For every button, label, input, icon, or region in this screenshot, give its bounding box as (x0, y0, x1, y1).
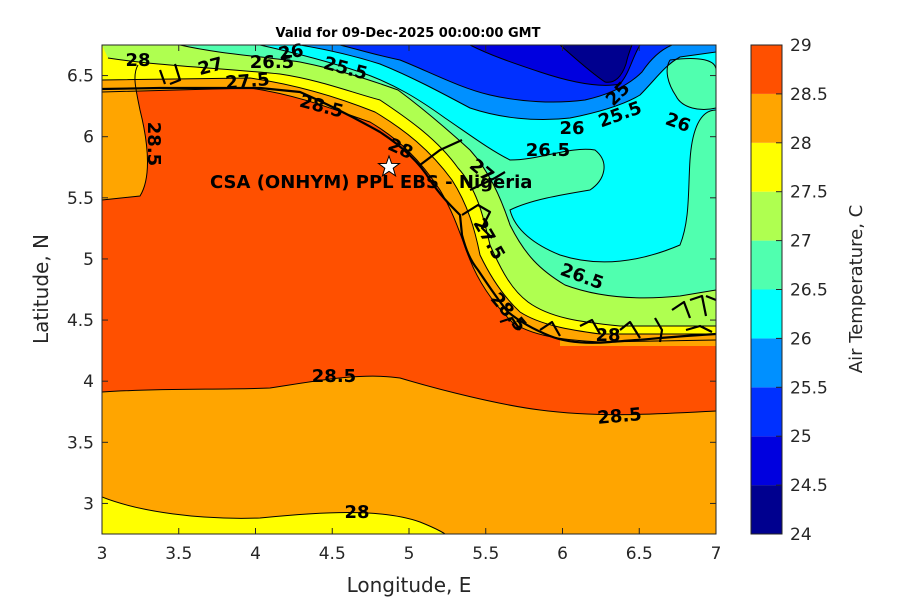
contour-label-26-5: 26.5 (250, 52, 294, 73)
contour-line (102, 77, 716, 335)
band-27-5-south (102, 497, 445, 534)
colorbar-tick-label: 24 (790, 525, 812, 545)
band-24-land (560, 45, 632, 83)
x-tick-label: 6 (557, 544, 568, 564)
contour-label-28-5: 28.5 (596, 404, 642, 429)
colorbar-swatch (751, 387, 782, 437)
site-star-icon[interactable] (377, 154, 401, 178)
x-tick-label: 4.5 (319, 544, 346, 564)
colorbar-swatch (751, 338, 782, 388)
colorbar-tick-label: 29 (790, 36, 812, 56)
colorbar-tick-label: 27.5 (790, 183, 828, 203)
y-axis-label: Latitude, N (29, 234, 53, 344)
y-tick-label: 3 (83, 494, 94, 514)
colorbar-tick-label: 25 (790, 427, 812, 447)
x-tick-label: 3 (97, 544, 108, 564)
colorbar-tick-label: 26.5 (790, 281, 828, 301)
y-axis: 6.5 6 5.5 5 4.5 4 3.5 3 (67, 67, 716, 514)
contour-line (107, 57, 716, 327)
colorbar-swatch (751, 289, 782, 339)
x-axis-label: Longitude, E (347, 573, 472, 597)
contour-label-27-5: 27.5 (224, 69, 270, 94)
contour-line (102, 64, 148, 201)
colorbar-tick-label: 28.5 (790, 85, 828, 105)
y-tick-label: 4.5 (67, 311, 94, 331)
contour-label-26: 26 (559, 118, 584, 139)
x-tick-label: 3.5 (165, 544, 192, 564)
colorbar-swatch (751, 93, 782, 143)
contour-label-28: 28 (344, 502, 369, 523)
contour-line (259, 45, 716, 263)
colorbar (751, 45, 782, 534)
x-axis: 3 3.5 4 4.5 5 5.5 6 6.5 7 (97, 45, 722, 564)
contour-line (179, 45, 716, 299)
x-tick-label: 5 (404, 544, 415, 564)
chart-title: Valid for 09-Dec-2025 00:00:00 GMT (276, 26, 541, 41)
coastline (102, 86, 716, 344)
creeks (158, 63, 716, 343)
contour-label-26-5: 26.5 (526, 140, 570, 161)
contour-line (102, 496, 446, 534)
y-tick-label: 3.5 (67, 433, 94, 453)
colorbar-swatch (751, 45, 782, 94)
contour-fill (102, 45, 716, 534)
x-tick-label: 6.5 (626, 544, 653, 564)
colorbar-swatch (751, 436, 782, 486)
colorbar-tick-label: 25.5 (790, 378, 828, 398)
contour-line (102, 375, 716, 416)
y-tick-label: 6 (83, 128, 94, 148)
x-tick-label: 5.5 (472, 544, 499, 564)
colorbar-swatch (751, 240, 782, 290)
contour-line (559, 45, 633, 83)
contour-line (299, 45, 716, 121)
colorbar-tick-label: 26 (790, 329, 812, 349)
x-tick-label: 4 (250, 544, 261, 564)
band-28-west (102, 65, 148, 200)
contour-label-28: 28 (125, 50, 150, 71)
colorbar-ticks: 29 28.5 28 27.5 27 26.5 26 25.5 25 24.5 24 (776, 36, 828, 545)
colorbar-tick-label: 28 (790, 134, 812, 154)
y-tick-label: 5 (83, 250, 94, 270)
contour-line (339, 45, 673, 103)
colorbar-tick-label: 24.5 (790, 476, 828, 496)
site-label: CSA (ONHYM) PPL EBS - Nigeria (210, 172, 532, 193)
contour-label-26: 26 (277, 40, 305, 65)
contour-label-28-5: 28.5 (143, 122, 164, 166)
y-tick-label: 6.5 (67, 67, 94, 87)
colorbar-swatch (751, 142, 782, 192)
y-tick-label: 4 (83, 372, 94, 392)
colorbar-swatch (751, 191, 782, 241)
y-tick-label: 5.5 (67, 189, 94, 209)
contour-label-28-5: 28.5 (312, 366, 356, 387)
colorbar-label: Air Temperature, C (846, 205, 867, 373)
contour-label-28: 28 (595, 325, 620, 346)
colorbar-tick-label: 27 (790, 232, 812, 252)
band-28-south (102, 376, 716, 534)
contour-line (469, 45, 641, 86)
colorbar-swatch (751, 485, 782, 534)
band-26-5-patch (667, 58, 716, 110)
x-tick-label: 7 (711, 544, 722, 564)
